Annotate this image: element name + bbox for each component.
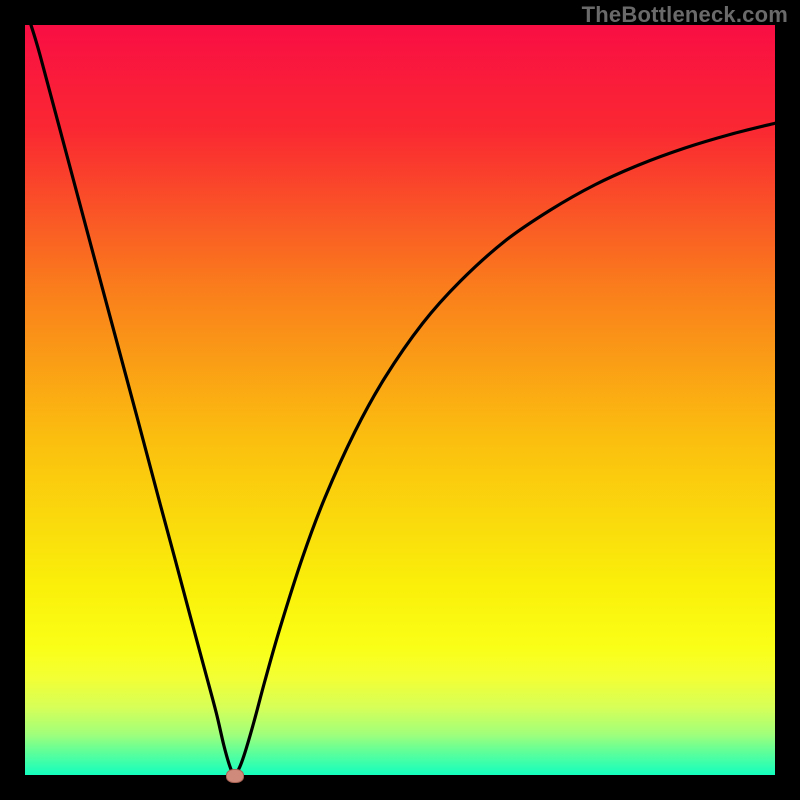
optimal-point-marker [226,769,244,783]
chart-container: TheBottleneck.com [0,0,800,800]
plot-area [25,25,775,775]
watermark-text: TheBottleneck.com [582,2,788,28]
bottleneck-curve [25,25,775,775]
